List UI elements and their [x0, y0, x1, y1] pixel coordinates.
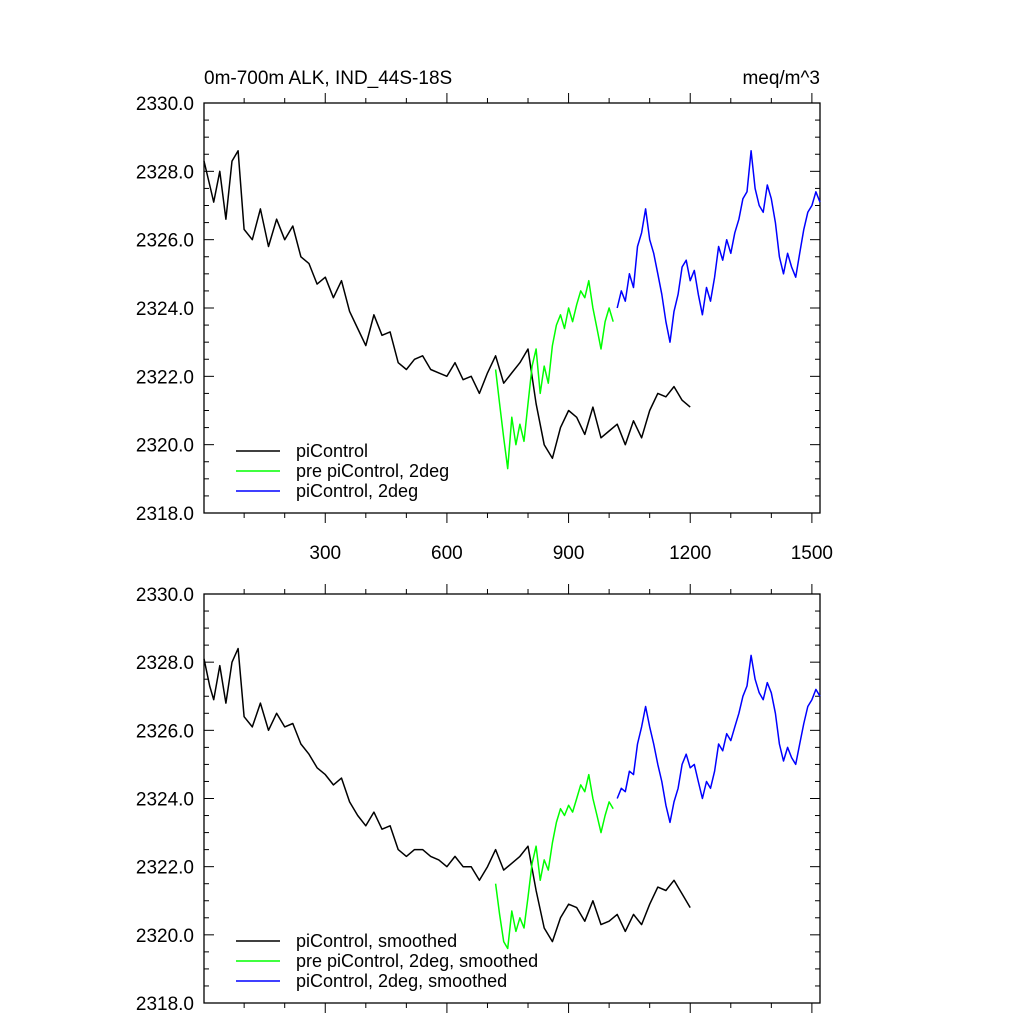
bottom-panel: 2318.0 2320.0 2322.0 2324.0 2326.0 2328.0 2330…	[136, 584, 821, 1015]
legend-label: piControl, 2deg, smoothed	[296, 971, 507, 991]
x-tick-label: 1500	[791, 543, 833, 564]
series-line-0	[203, 150, 691, 460]
units-label: meq/m^3	[742, 68, 820, 89]
series-line-0	[203, 647, 691, 943]
y-tick-label: 2324.0	[136, 790, 194, 811]
y-tick-label: 2328.0	[136, 162, 194, 183]
y-tick-label: 2322.0	[136, 858, 194, 879]
y-tick-label: 2330.0	[136, 94, 194, 115]
x-tick-label: 600	[431, 543, 463, 564]
legend-label: pre piControl, 2deg	[296, 461, 449, 481]
legend-label: piControl	[296, 441, 368, 461]
y-tick-label: 2318.0	[136, 504, 194, 525]
x-tick-label: 300	[309, 543, 341, 564]
x-tick-label: 1200	[669, 543, 711, 564]
series-line-1	[494, 279, 614, 470]
y-tick-label: 2322.0	[136, 367, 194, 388]
y-tick-label: 2320.0	[136, 436, 194, 457]
series-line-2	[616, 654, 821, 824]
legend-label: piControl, 2deg	[296, 481, 418, 501]
y-tick-label: 2318.0	[136, 994, 194, 1015]
chart-title: 0m-700m ALK, IND_44S-18S	[204, 68, 452, 89]
legend-label: pre piControl, 2deg, smoothed	[296, 951, 538, 971]
y-tick-label: 2328.0	[136, 653, 194, 674]
y-tick-label: 2330.0	[136, 585, 194, 606]
y-tick-label: 2326.0	[136, 231, 194, 252]
x-tick-label: 900	[553, 543, 585, 564]
series-line-2	[616, 150, 821, 343]
top-panel: 2318.0 2320.0 2322.0 2324.0 2326.0 2328.0 2330…	[136, 93, 833, 564]
y-tick-label: 2326.0	[136, 721, 194, 742]
legend-label: piControl, smoothed	[296, 931, 457, 951]
y-tick-label: 2324.0	[136, 299, 194, 320]
series-line-1	[494, 773, 614, 950]
y-tick-label: 2320.0	[136, 926, 194, 947]
